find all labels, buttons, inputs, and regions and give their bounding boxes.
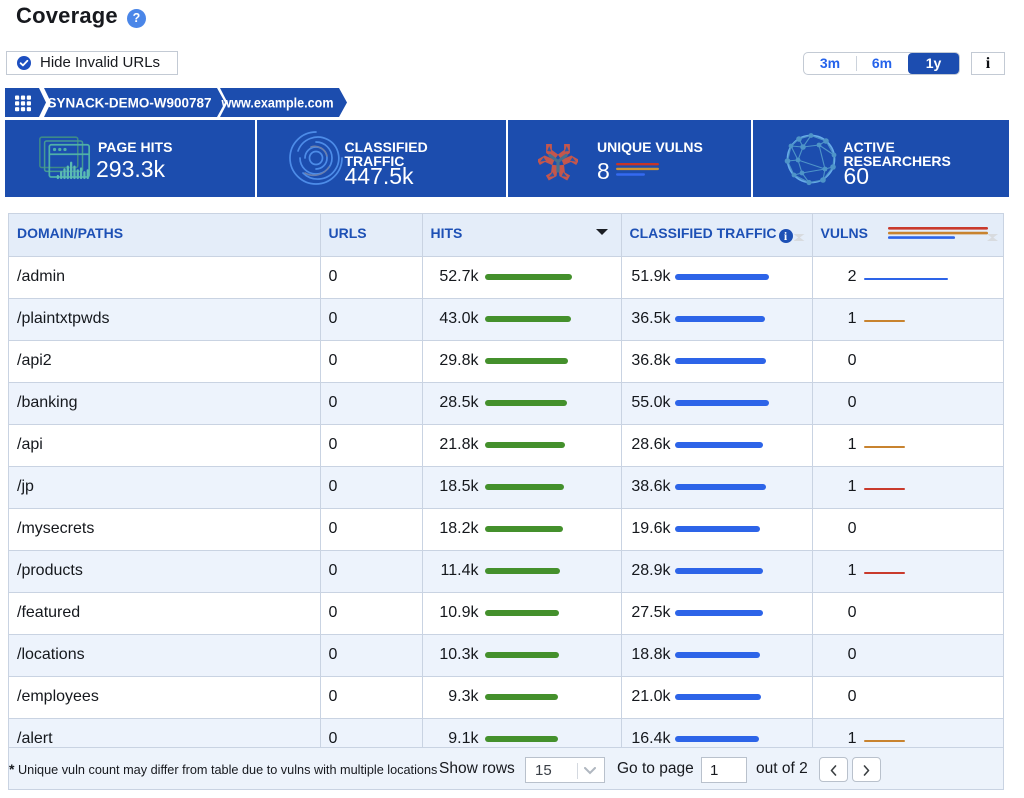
svg-text:www.example.com: www.example.com: [221, 95, 334, 111]
svg-text:SYNACK-DEMO-W900787: SYNACK-DEMO-W900787: [48, 95, 212, 111]
